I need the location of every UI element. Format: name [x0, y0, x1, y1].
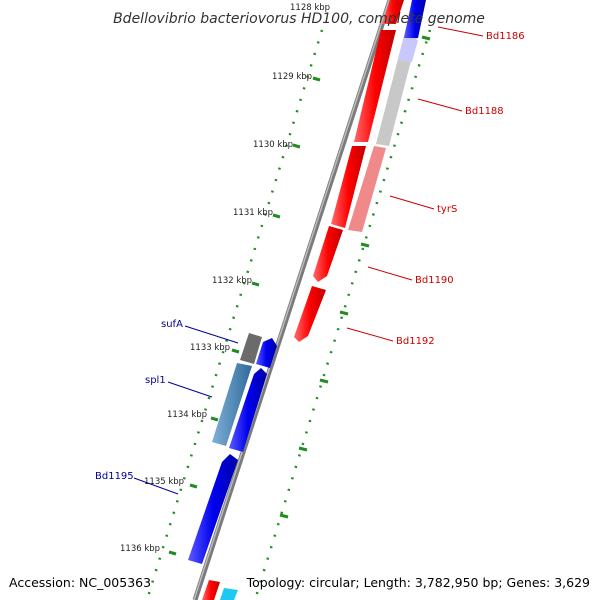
gene-label-bd1190: Bd1190	[415, 275, 454, 286]
kbp-label: 1129 kbp	[272, 72, 312, 82]
gene-bd1186	[382, 0, 404, 24]
gene-label-bd1186: Bd1186	[486, 31, 525, 42]
gene-bd1194	[229, 368, 267, 452]
gene-bd1200	[202, 580, 220, 600]
kbp-label: 1134 kbp	[167, 410, 207, 420]
reverse-gene-labels: sufA spl1 Bd1195	[95, 319, 183, 482]
gene-bd1192	[294, 286, 326, 342]
gene-bd1195	[188, 454, 238, 564]
reverse-genes	[188, 333, 277, 600]
forward-genes-light	[348, 0, 426, 232]
forward-gene-labels: Bd1186 Bd1188 tyrS Bd1190 Bd1192	[396, 31, 525, 347]
gene-label-bd1195: Bd1195	[95, 471, 134, 482]
kbp-label: 1136 kbp	[120, 544, 160, 554]
gene-label-spl1: spl1	[145, 375, 166, 386]
kbp-label: 1133 kbp	[190, 343, 230, 353]
gene-label-sufA: sufA	[161, 319, 183, 330]
reverse-leader-lines	[133, 325, 239, 495]
gene-bd1193	[256, 338, 277, 368]
gene-label-tyrS: tyrS	[437, 204, 457, 215]
gene-sufA	[240, 333, 262, 364]
accession-text: Accession: NC_005363	[9, 575, 151, 590]
gene-bd1199	[220, 588, 238, 600]
gene-label-bd1188: Bd1188	[465, 106, 504, 117]
gene-bd1187	[354, 30, 396, 142]
kbp-label: 1128 kbp	[290, 3, 330, 13]
gene-bd1186-light	[398, 38, 418, 62]
tick-track-outer	[145, 29, 324, 600]
gene-bd1189a	[331, 146, 366, 228]
kbp-label: 1135 kbp	[144, 477, 184, 487]
forward-leader-lines	[346, 26, 484, 342]
topology-text: Topology: circular; Length: 3,782,950 bp…	[246, 575, 590, 590]
gene-label-bd1192: Bd1192	[396, 336, 435, 347]
kbp-label: 1131 kbp	[233, 208, 273, 218]
map-title: Bdellovibrio bacteriovorus HD100, comple…	[113, 11, 485, 27]
kbp-label: 1130 kbp	[253, 140, 293, 150]
forward-genes	[202, 0, 404, 600]
gene-spl1	[212, 363, 252, 446]
gene-tyrS	[348, 146, 386, 232]
kbp-label: 1132 kbp	[212, 276, 252, 286]
kbp-labels: 1128 kbp 1129 kbp 1130 kbp 1131 kbp 1132…	[120, 3, 330, 554]
tick-marks	[168, 35, 431, 556]
gene-bd1186-rev	[404, 0, 426, 38]
genome-backbone	[192, 0, 393, 600]
gene-bd1190	[313, 226, 343, 282]
